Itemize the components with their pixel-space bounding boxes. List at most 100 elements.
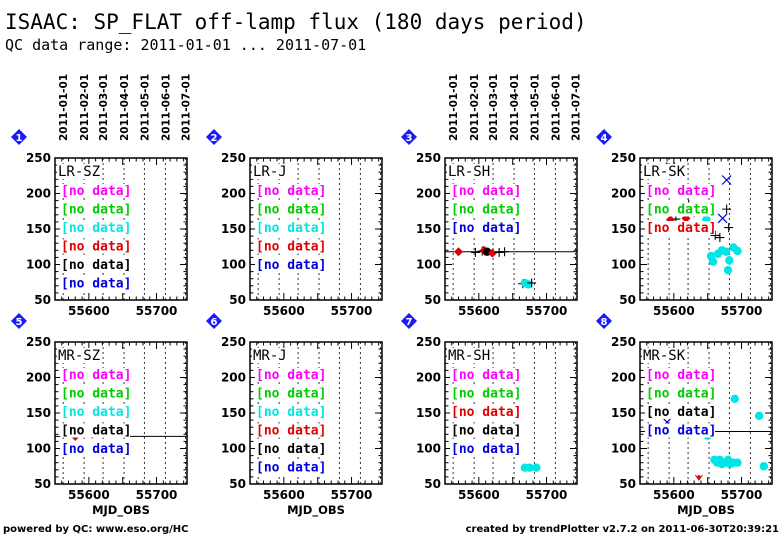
no-data-label: [no data]: [256, 424, 326, 439]
y-tick-label: 250: [221, 335, 246, 349]
plot-frame: [444, 157, 578, 301]
no-data-label: [no data]: [61, 221, 131, 236]
y-tick-label: 50: [619, 293, 636, 307]
plot-frame: [249, 341, 383, 485]
no-data-label: [no data]: [451, 203, 521, 218]
panel-label-background: [252, 164, 289, 179]
no-data-label: [no data]: [61, 424, 131, 439]
x-tick-label: 55700: [136, 304, 178, 318]
footer-powered-by: powered by QC: www.eso.org/HC: [3, 524, 188, 535]
no-data-label: [no data]: [61, 387, 131, 402]
no-data-label: [no data]: [451, 368, 521, 383]
panel-badge-number: 6: [211, 317, 218, 328]
no-data-background: [255, 368, 325, 382]
plot-frame: [639, 157, 773, 301]
y-tick-label: 150: [26, 406, 51, 420]
no-data-background: [60, 386, 130, 401]
x-axis-label: MJD_OBS: [287, 503, 345, 518]
x-tick-label: 55600: [653, 488, 695, 502]
no-data-background: [645, 386, 715, 401]
y-tick-label: 150: [611, 406, 636, 420]
y-tick-label: 100: [221, 258, 246, 272]
x-tick-label: 55700: [331, 488, 373, 502]
no-data-background: [60, 184, 130, 198]
no-data-label: [no data]: [256, 405, 326, 420]
no-data-background: [60, 221, 130, 235]
x-tick-label: 55700: [721, 304, 763, 318]
date-tick-label: 2011-05-01: [139, 74, 151, 141]
plot-frame: [639, 341, 773, 485]
data-point-circle: [733, 246, 742, 256]
panel-label-background: [252, 348, 289, 363]
y-tick-label: 100: [611, 442, 636, 456]
no-data-label: [no data]: [61, 203, 131, 218]
panel-badge-icon: [596, 129, 612, 145]
date-tick-label: 2011-04-01: [119, 74, 131, 141]
panel-badge-icon: [11, 129, 27, 145]
panel-label: MR-SK: [643, 348, 686, 364]
y-tick-label: 150: [611, 222, 636, 236]
y-tick-label: 200: [416, 371, 441, 385]
no-data-label: [no data]: [256, 258, 326, 273]
y-tick-label: 150: [416, 406, 441, 420]
y-tick-label: 200: [26, 187, 51, 201]
panel-label: LR-SH: [448, 164, 490, 180]
y-tick-label: 250: [416, 151, 441, 165]
y-tick-label: 150: [221, 222, 246, 236]
panel-label-background: [447, 348, 492, 363]
panel-lr-sz: 50 100 150 200 250 55600 55700 2011-01-01 2011-0…: [11, 74, 193, 318]
panel-label: LR-J: [253, 164, 287, 180]
no-data-label: [no data]: [451, 424, 521, 439]
panel-lr-sh: 50 100 150 200 250 55600 55700 2011-01-01 2011-0…: [401, 74, 583, 318]
panel-label: MR-J: [253, 348, 287, 364]
panel-badge-number: 1: [16, 133, 23, 144]
data-point-plus: [500, 247, 510, 257]
date-tick-label: 2011-05-01: [529, 74, 541, 141]
no-data-label: [no data]: [646, 221, 716, 236]
y-tick-label: 50: [424, 477, 441, 491]
no-data-background: [255, 423, 325, 438]
y-tick-label: 250: [221, 151, 246, 165]
y-tick-label: 200: [611, 187, 636, 201]
no-data-background: [255, 239, 325, 254]
no-data-background: [60, 258, 130, 272]
data-point-diamond: [487, 248, 497, 258]
x-tick-label: 55700: [526, 304, 568, 318]
data-point-limit-head: [697, 475, 701, 479]
no-data-background: [255, 184, 325, 198]
panel-badge-number: 4: [601, 133, 608, 144]
panel-badge-number: 5: [16, 317, 23, 328]
data-point-plus: [722, 204, 732, 214]
panel-lr-j: 50 100 150 200 250 55600 55700 2 LR-J [no data] [n…: [206, 129, 383, 318]
no-data-background: [645, 202, 715, 217]
no-data-label: [no data]: [646, 405, 716, 420]
panel-label-background: [57, 348, 102, 363]
no-data-background: [450, 386, 520, 401]
no-data-label: [no data]: [61, 368, 131, 383]
data-point-circle: [532, 463, 541, 472]
no-data-background: [645, 423, 715, 438]
no-data-label: [no data]: [61, 258, 131, 273]
data-point-circle: [730, 394, 739, 403]
y-tick-label: 100: [221, 442, 246, 456]
data-point-diamond: [454, 247, 464, 257]
date-tick-label: 2011-04-01: [509, 74, 521, 141]
date-tick-label: 2011-02-01: [469, 74, 481, 141]
x-tick-label: 55600: [263, 488, 305, 502]
no-data-label: [no data]: [256, 221, 326, 236]
no-data-background: [60, 405, 130, 419]
no-data-background: [255, 386, 325, 401]
x-tick-label: 55600: [653, 304, 695, 318]
no-data-background: [645, 405, 715, 419]
y-tick-label: 50: [424, 293, 441, 307]
no-data-background: [60, 239, 130, 254]
panel-badge-icon: [401, 129, 417, 145]
panel-badge-number: 8: [601, 317, 608, 328]
data-point-circle: [754, 411, 764, 421]
panel-label-background: [642, 164, 687, 179]
data-point-circle: [723, 265, 733, 275]
